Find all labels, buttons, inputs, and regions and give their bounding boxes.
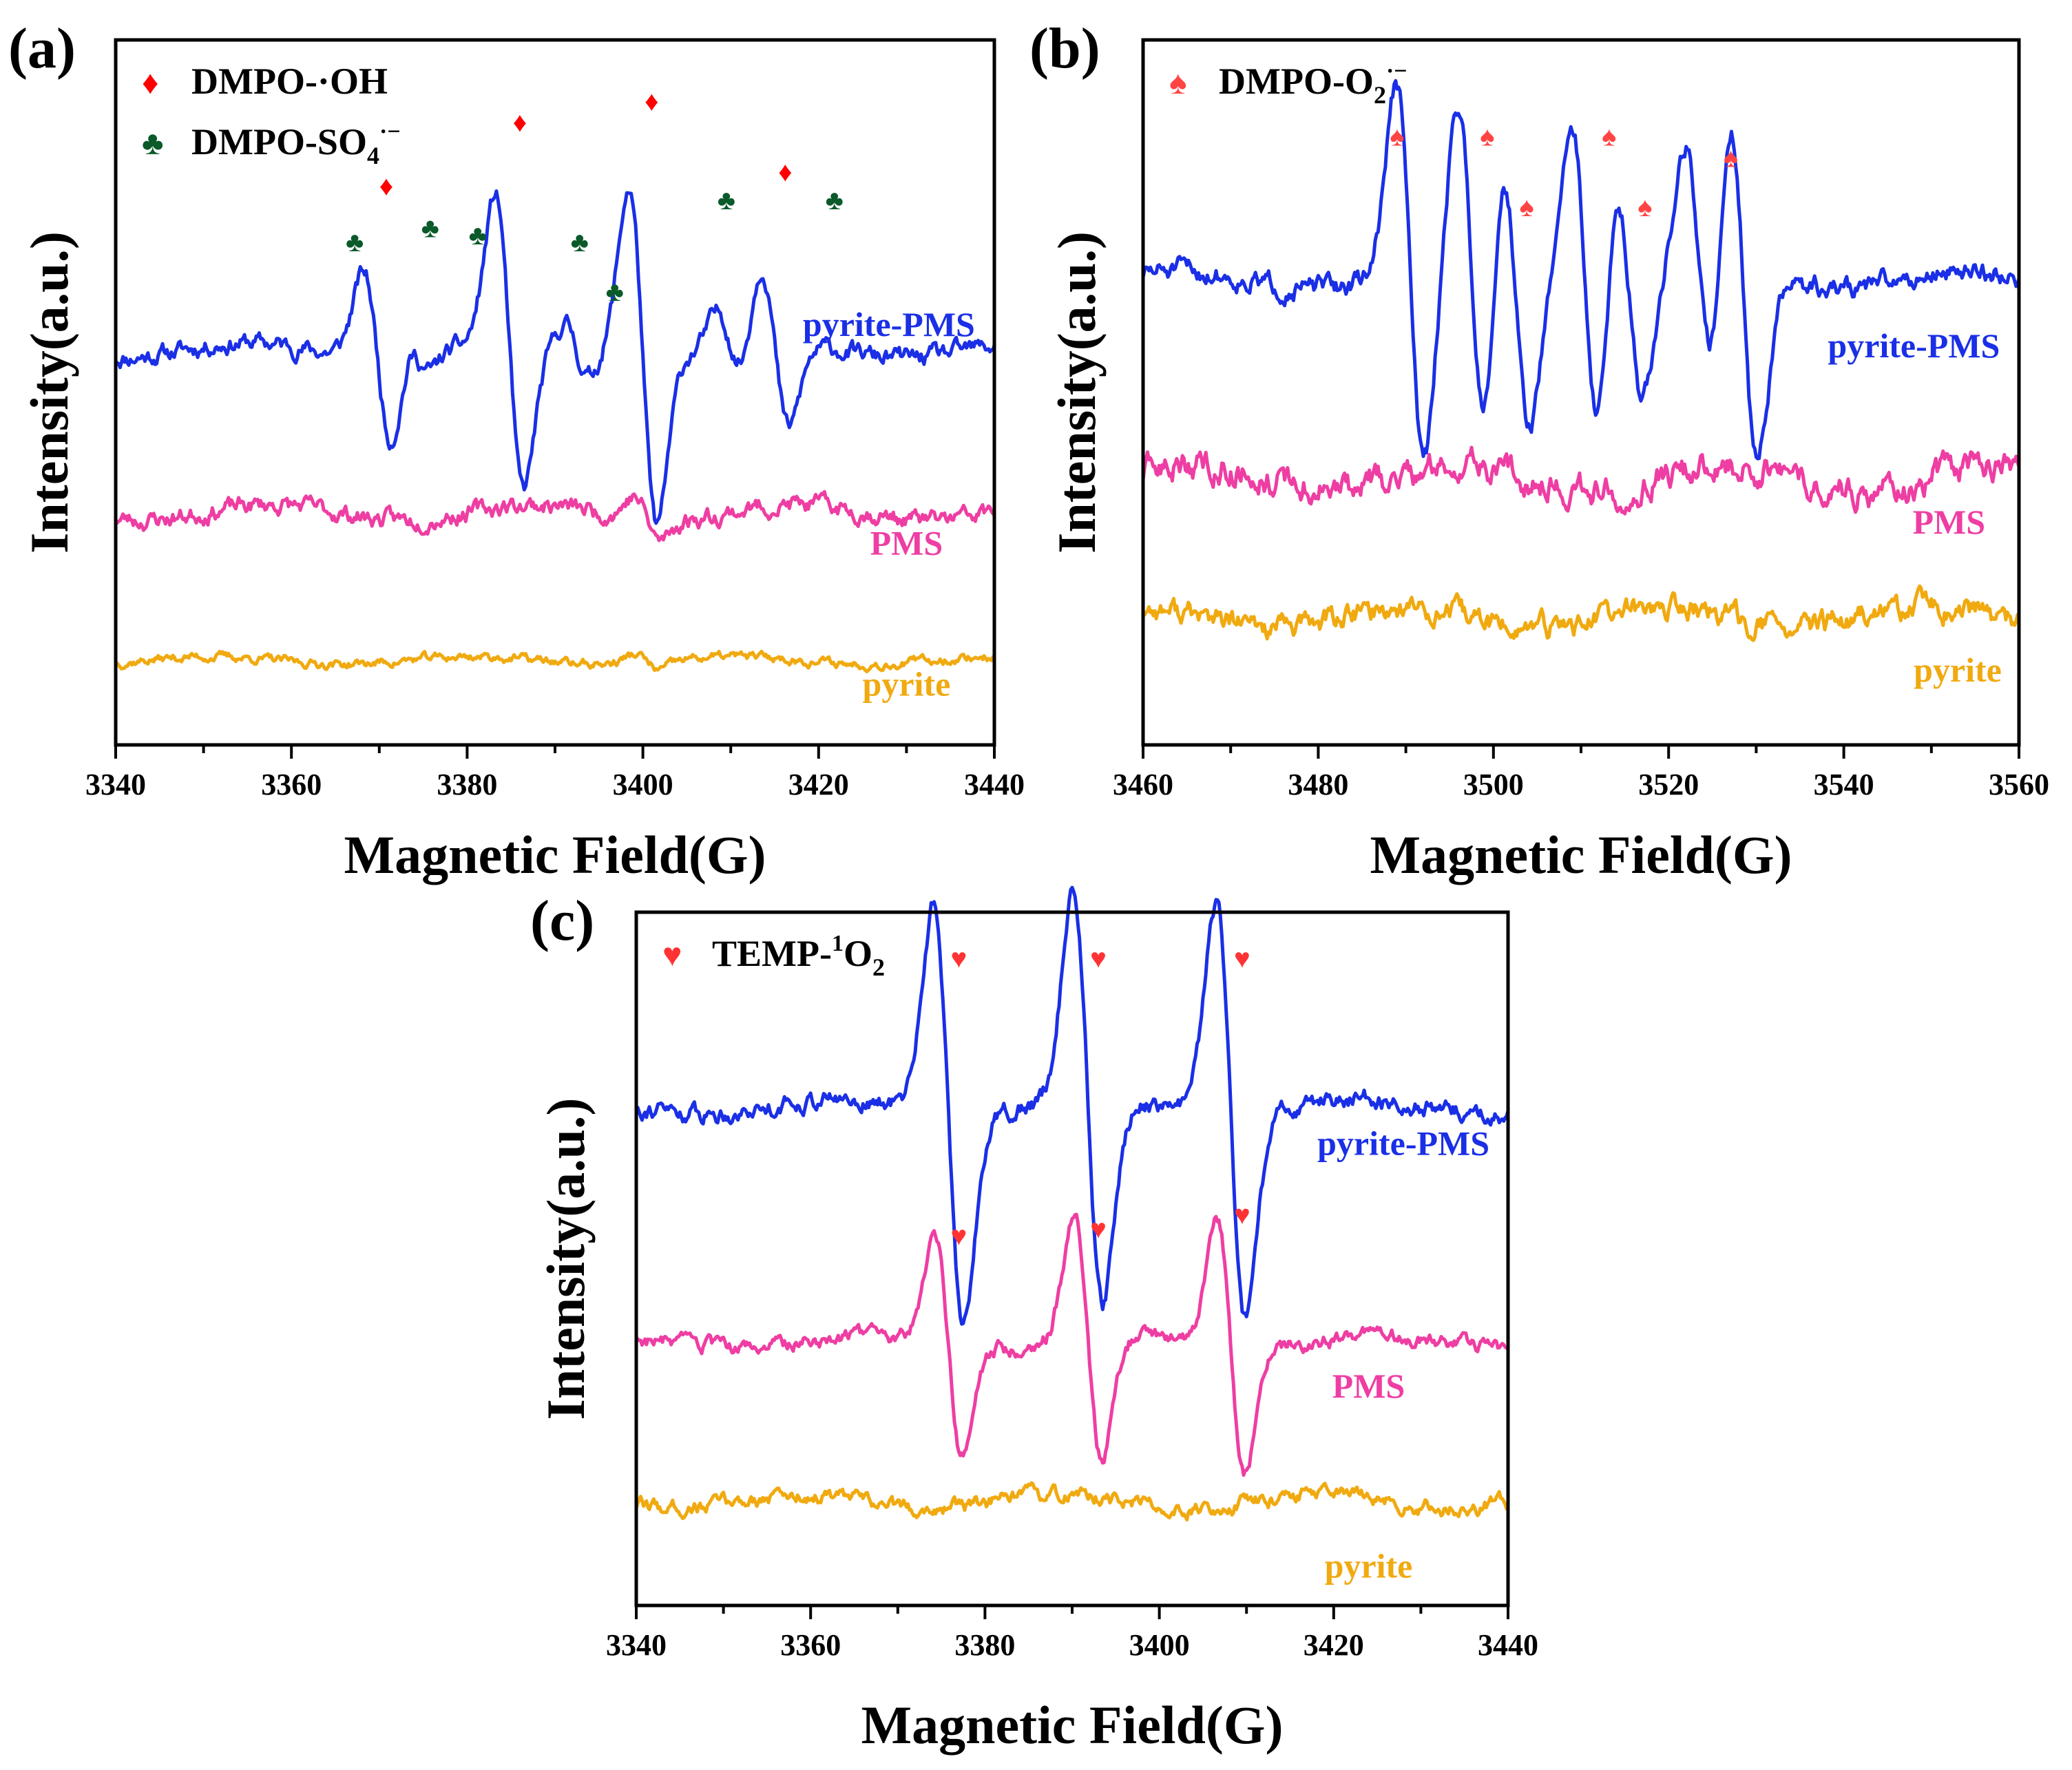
- series-label: PMS: [870, 524, 943, 562]
- legend-marker-icon: ♥: [662, 937, 682, 973]
- series-label: pyrite-PMS: [1317, 1124, 1489, 1162]
- peak-marker-icon: ♣: [346, 226, 364, 257]
- legend-label: DMPO-SO4·−: [191, 119, 401, 169]
- peak-marker-icon: ♣: [571, 226, 589, 257]
- x-tick-label: 3440: [1478, 1628, 1538, 1662]
- legend-marker-icon: ♣: [142, 125, 164, 162]
- x-axis-title: Magnetic Field(G): [861, 1695, 1284, 1755]
- legend-marker-icon: ♦: [142, 65, 159, 101]
- y-axis-title: Intensity(a.u.): [536, 1097, 596, 1420]
- x-axis-title: Magnetic Field(G): [1370, 825, 1792, 885]
- peak-marker-icon: ♥: [1234, 1199, 1250, 1230]
- peak-marker-icon: ♠: [1637, 191, 1652, 222]
- series-line-pyrite-pms: [635, 885, 1510, 1326]
- panel-a: 3340 3360 3380 3400 3420 3440 Magnetic Field(G…: [8, 17, 1025, 885]
- series-line-pms: [114, 489, 996, 542]
- series-line-pyrite-pms: [114, 189, 996, 525]
- x-tick-label: 3480: [1288, 768, 1348, 801]
- peak-marker-icon: ♣: [421, 213, 439, 244]
- x-tick-label: 3360: [261, 768, 322, 801]
- peak-marker-icon: ♦: [513, 107, 527, 138]
- x-tick-label: 3340: [85, 768, 146, 801]
- series-line-pyrite: [114, 649, 995, 673]
- peak-marker-icon: ♣: [826, 185, 844, 215]
- peak-marker-icon: ♥: [1090, 1213, 1107, 1244]
- peak-marker-icon: ♦: [645, 85, 658, 116]
- legend-label: DMPO-·OH: [191, 61, 388, 102]
- peak-marker-icon: ♥: [951, 943, 967, 974]
- series-label: pyrite: [863, 664, 951, 703]
- series-label: pyrite: [1914, 651, 2002, 689]
- series-line-pms: [1141, 445, 2021, 516]
- panel-c: 3340 3360 3380 3400 3420 3440 Magnetic Field(G…: [530, 885, 1538, 1755]
- x-tick-label: 3420: [1304, 1628, 1364, 1662]
- series-label: pyrite-PMS: [1828, 326, 2000, 365]
- x-tick-label: 3500: [1463, 768, 1524, 801]
- peak-marker-icon: ♣: [469, 220, 487, 251]
- peak-marker-icon: ♠: [1390, 121, 1404, 152]
- series-line-pyrite: [1141, 584, 2020, 642]
- peak-marker-icon: ♦: [379, 170, 393, 201]
- series-label: PMS: [1912, 503, 1985, 541]
- peak-marker-icon: ♥: [951, 1220, 967, 1251]
- series-line-pyrite-pms: [1141, 78, 2021, 461]
- peak-marker-icon: ♣: [718, 185, 735, 215]
- y-axis-title: Intensity(a.u.): [1047, 231, 1107, 554]
- x-tick-label: 3340: [606, 1628, 667, 1662]
- x-tick-label: 3360: [780, 1628, 841, 1662]
- x-tick-label: 3540: [1814, 768, 1874, 801]
- series-label: PMS: [1332, 1367, 1405, 1405]
- x-tick-label: 3420: [788, 768, 849, 801]
- peak-marker-icon: ♥: [1234, 943, 1250, 974]
- series-label: pyrite: [1325, 1547, 1413, 1585]
- x-axis-title: Magnetic Field(G): [344, 825, 766, 885]
- x-tick-label: 3400: [613, 768, 673, 801]
- x-tick-label: 3440: [964, 768, 1025, 801]
- legend-label: DMPO-O2·−: [1219, 59, 1408, 109]
- peak-marker-icon: ♠: [1480, 121, 1494, 152]
- series-line-pyrite: [634, 1481, 1510, 1521]
- x-tick-label: 3460: [1113, 768, 1173, 801]
- x-tick-label: 3400: [1129, 1628, 1190, 1662]
- peak-marker-icon: ♥: [1090, 943, 1107, 974]
- x-tick-label: 3380: [954, 1628, 1015, 1662]
- legend-label: TEMP-1O2: [712, 931, 885, 981]
- x-tick-label: 3560: [1989, 768, 2049, 801]
- peak-marker-icon: ♠: [1520, 191, 1534, 222]
- legend-marker-icon: ♠: [1169, 65, 1187, 101]
- panel-label: (a): [8, 17, 76, 81]
- series-line-pms: [635, 1212, 1509, 1477]
- panel-b: 3460 3480 3500 3520 3540 3560 Magnetic Field(G…: [1029, 17, 2049, 885]
- peak-marker-icon: ♠: [1724, 142, 1738, 173]
- peak-marker-icon: ♦: [778, 156, 792, 187]
- panel-label: (c): [530, 889, 594, 953]
- panel-label: (b): [1029, 17, 1100, 81]
- y-axis-title: Intensity(a.u.): [19, 231, 79, 554]
- peak-marker-icon: ♠: [1602, 121, 1616, 152]
- peak-marker-icon: ♣: [606, 276, 624, 307]
- x-tick-label: 3380: [437, 768, 497, 801]
- series-label: pyrite-PMS: [803, 305, 975, 344]
- plot-frame: [1141, 38, 2021, 747]
- x-tick-label: 3520: [1638, 768, 1699, 801]
